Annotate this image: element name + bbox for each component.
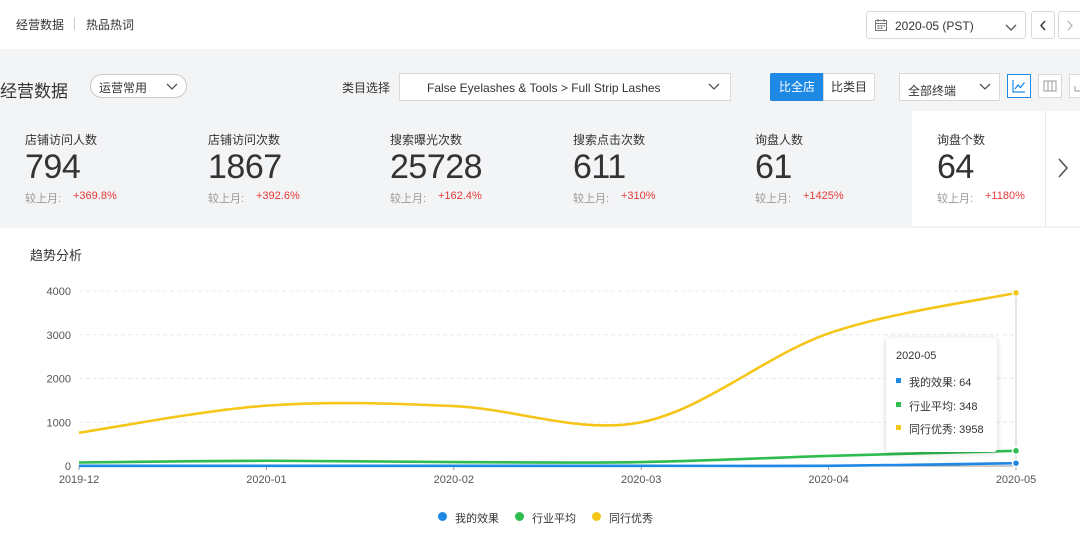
- tooltip-marker: [896, 378, 901, 383]
- next-month-button[interactable]: [1058, 11, 1080, 39]
- series-line-industry-average: [78, 449, 1017, 464]
- table-view-button[interactable]: [1038, 74, 1062, 98]
- chart-tooltip: 2020-05 我的效果: 64 行业平均: 348 同行优秀: 3958: [886, 338, 997, 452]
- legend-label: 行业平均: [532, 513, 576, 525]
- compare-all-store-button[interactable]: 比全店: [770, 73, 824, 101]
- kpi-delta: +392.6%: [256, 190, 300, 202]
- chevron-down-icon: [166, 83, 178, 90]
- kpi-label: 店铺访问次数: [208, 133, 281, 147]
- kpi-card-inquiries[interactable]: 询盘个数 64 较上月: +1180%: [912, 111, 1045, 226]
- kpi-label: 店铺访问人数: [25, 133, 98, 147]
- tooltip-text: 行业平均: 348: [909, 401, 978, 413]
- legend-label: 我的效果: [455, 513, 499, 525]
- chevron-right-icon: [1058, 158, 1069, 178]
- kpi-delta: +1180%: [985, 190, 1025, 202]
- top-bar: 经营数据 热品热词 2020-05 (PST): [0, 0, 1080, 49]
- kpi-card-store-visits[interactable]: 店铺访问次数 1867 较上月: +392.6%: [183, 111, 365, 226]
- kpi-compare-label: 较上月:: [208, 193, 245, 205]
- trend-chart[interactable]: 0 1000 2000 3000 4000 2019-12 2020-01 2020-02 20…: [0, 228, 1080, 538]
- month-select-value: 2020-05 (PST): [895, 19, 974, 33]
- kpi-delta: +369.8%: [73, 190, 117, 202]
- line-chart-icon: [1012, 80, 1026, 93]
- download-icon: [1074, 86, 1080, 92]
- page-title: 经营数据: [0, 82, 68, 101]
- x-tick-label: 2020-05: [996, 474, 1036, 486]
- kpi-value: 1867: [208, 148, 282, 186]
- line-chart-view-button[interactable]: [1007, 74, 1031, 98]
- series-line-my-result: [78, 461, 1017, 468]
- legend-marker: [515, 512, 524, 521]
- kpi-card-search-impressions[interactable]: 搜索曝光次数 25728 较上月: +162.4%: [365, 111, 548, 226]
- terminal-select-value: 全部终端: [908, 84, 957, 98]
- tooltip-marker: [896, 425, 901, 430]
- chart-title: 趋势分析: [30, 248, 83, 263]
- kpi-compare-label: 较上月:: [573, 193, 610, 205]
- kpi-label: 搜索曝光次数: [390, 133, 463, 147]
- kpi-delta: +310%: [621, 190, 656, 202]
- kpi-compare-label: 较上月:: [390, 193, 427, 205]
- kpi-compare-label: 较上月:: [755, 193, 792, 205]
- kpi-next-button[interactable]: [1045, 111, 1080, 226]
- tooltip-marker: [896, 402, 901, 407]
- x-tick-label: 2020-01: [246, 474, 286, 486]
- category-select-value: False Eyelashes & Tools > Full Strip Las…: [427, 81, 661, 95]
- kpi-compare-label: 较上月:: [937, 193, 974, 205]
- legend-label: 同行优秀: [609, 513, 653, 525]
- kpi-label: 搜索点击次数: [573, 133, 646, 147]
- kpi-value: 64: [937, 148, 974, 186]
- view-preset-value: 运营常用: [99, 81, 148, 95]
- x-tick-label: 2020-02: [434, 474, 474, 486]
- kpi-compare-label: 较上月:: [25, 193, 62, 205]
- kpi-label: 询盘个数: [937, 133, 986, 147]
- chevron-down-icon: [708, 83, 720, 90]
- table-icon: [1043, 80, 1057, 92]
- calendar-icon: [875, 19, 887, 34]
- tooltip-text: 我的效果: 64: [909, 377, 972, 389]
- y-tick-label: 3000: [47, 330, 71, 342]
- compare-category-button[interactable]: 比类目: [823, 73, 875, 101]
- data-point: [1011, 446, 1021, 456]
- kpi-value: 794: [25, 148, 81, 186]
- y-tick-label: 4000: [47, 286, 71, 298]
- y-tick-label: 2000: [47, 374, 71, 386]
- download-button[interactable]: [1069, 74, 1080, 98]
- kpi-value: 61: [755, 148, 792, 186]
- data-point: [1011, 458, 1021, 468]
- view-preset-select[interactable]: 运营常用: [90, 74, 187, 98]
- x-tick-label: 2020-03: [621, 474, 661, 486]
- y-tick-label: 1000: [47, 417, 71, 429]
- tooltip-title: 2020-05: [896, 350, 937, 362]
- kpi-delta: +1425%: [803, 190, 844, 202]
- category-select[interactable]: False Eyelashes & Tools > Full Strip Las…: [399, 73, 731, 101]
- kpi-card-search-clicks[interactable]: 搜索点击次数 611 较上月: +310%: [548, 111, 730, 226]
- legend-marker: [438, 512, 447, 521]
- prev-month-button[interactable]: [1031, 11, 1055, 39]
- series-line-peer-excellent: [78, 291, 1017, 435]
- x-tick-label: 2020-04: [808, 474, 848, 486]
- y-tick-label: 0: [65, 461, 71, 473]
- x-tick-label: 2019-12: [59, 474, 99, 486]
- chevron-right-icon: [1067, 20, 1073, 31]
- kpi-value: 25728: [390, 148, 483, 186]
- chevron-left-icon: [1040, 20, 1046, 31]
- tab-business-data[interactable]: 经营数据: [16, 18, 65, 32]
- terminal-select[interactable]: 全部终端: [899, 73, 1000, 101]
- kpi-card-inquiry-users[interactable]: 询盘人数 61 较上月: +1425%: [730, 111, 912, 226]
- legend-marker: [592, 512, 601, 521]
- month-select[interactable]: 2020-05 (PST): [866, 11, 1026, 39]
- category-label: 类目选择: [342, 81, 391, 95]
- chevron-down-icon: [1005, 21, 1017, 35]
- tab-hot-keywords[interactable]: 热品热词: [86, 18, 135, 32]
- chevron-down-icon: [979, 83, 991, 90]
- kpi-card-store-visitors[interactable]: 店铺访问人数 794 较上月: +369.8%: [0, 111, 183, 226]
- tab-divider: [74, 17, 75, 30]
- tooltip-text: 同行优秀: 3958: [909, 424, 984, 436]
- kpi-value: 611: [573, 148, 626, 186]
- kpi-delta: +162.4%: [438, 190, 482, 202]
- data-point: [1011, 288, 1021, 298]
- kpi-label: 询盘人数: [755, 133, 804, 147]
